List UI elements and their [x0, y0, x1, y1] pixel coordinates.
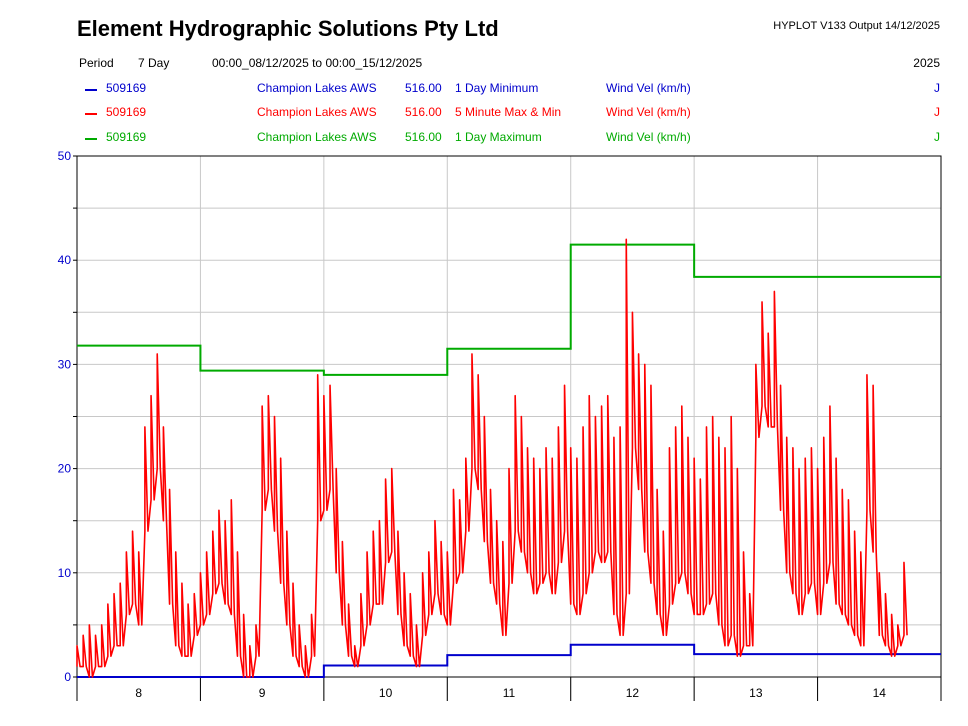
legend-variable: Wind Vel (km/h) — [606, 130, 691, 144]
x-tick-label: 13 — [749, 686, 763, 700]
legend-value: 516.00 — [405, 130, 442, 144]
x-tick-label: 10 — [379, 686, 393, 700]
legend-swatch — [85, 113, 97, 115]
legend-site: 509169 — [106, 130, 147, 144]
period-label: Period — [79, 56, 114, 70]
version-output-label: HYPLOT V133 Output 14/12/2025 — [773, 20, 940, 32]
legend-site: 509169 — [106, 105, 147, 119]
x-tick-label: 9 — [259, 686, 266, 700]
legend-row-maximum: 509169 Champion Lakes AWS 516.00 1 Day M… — [0, 130, 968, 148]
period-value: 7 Day — [138, 56, 170, 70]
y-tick-label: 0 — [64, 670, 71, 684]
legend-row-minimum: 509169 Champion Lakes AWS 516.00 1 Day M… — [0, 81, 968, 99]
legend-station: Champion Lakes AWS — [257, 105, 377, 119]
legend-description: 1 Day Maximum — [455, 130, 542, 144]
legend-value: 516.00 — [405, 105, 442, 119]
period-range: 00:00_08/12/2025 to 00:00_15/12/2025 — [212, 56, 423, 70]
series-line-1-day-minimum — [77, 643, 941, 678]
legend-description: 1 Day Minimum — [455, 81, 539, 95]
legend-swatch — [85, 138, 97, 140]
y-tick-label: 50 — [58, 149, 72, 163]
legend-description: 5 Minute Max & Min — [455, 105, 562, 119]
x-tick-label: 14 — [873, 686, 887, 700]
series-line-5-minute-max-min — [76, 238, 908, 678]
legend-flag: J — [934, 81, 940, 95]
y-tick-label: 40 — [58, 253, 72, 267]
legend-swatch — [85, 89, 97, 91]
legend-row-5min: 509169 Champion Lakes AWS 516.00 5 Minut… — [0, 105, 968, 123]
legend-station: Champion Lakes AWS — [257, 130, 377, 144]
legend-flag: J — [934, 130, 940, 144]
y-tick-label: 10 — [58, 566, 72, 580]
year-label: 2025 — [913, 56, 940, 70]
legend-station: Champion Lakes AWS — [257, 81, 377, 95]
legend-variable: Wind Vel (km/h) — [606, 105, 691, 119]
x-tick-label: 11 — [503, 686, 516, 700]
legend-variable: Wind Vel (km/h) — [606, 81, 691, 95]
legend-value: 516.00 — [405, 81, 442, 95]
legend-site: 509169 — [106, 81, 147, 95]
company-title: Element Hydrographic Solutions Pty Ltd — [77, 16, 499, 41]
legend-flag: J — [934, 105, 940, 119]
y-tick-label: 20 — [58, 462, 72, 476]
x-tick-label: 12 — [626, 686, 640, 700]
series-line-1-day-maximum — [77, 243, 941, 376]
x-tick-label: 8 — [135, 686, 142, 700]
y-tick-label: 30 — [58, 357, 72, 371]
